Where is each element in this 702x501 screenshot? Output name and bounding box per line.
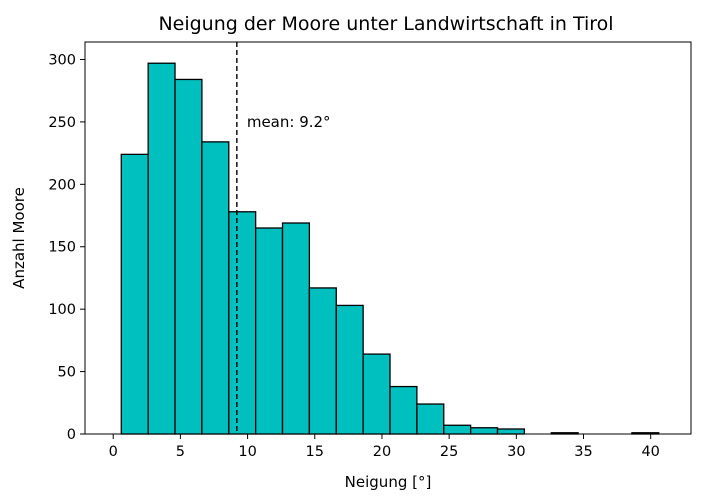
histogram-bar bbox=[362, 353, 391, 435]
histogram-bar bbox=[389, 385, 418, 435]
y-tick-label: 100 bbox=[48, 302, 76, 318]
y-tick-label: 150 bbox=[48, 240, 76, 256]
x-axis-label: Neigung [°] bbox=[345, 473, 432, 491]
mean-line-group: mean: 9.2° bbox=[236, 42, 331, 434]
y-axis-label: Anzahl Moore bbox=[10, 187, 28, 289]
x-axis-ticks: 0 5 10 15 20 25 30 35 40 bbox=[109, 434, 660, 460]
histogram-bar bbox=[443, 424, 472, 435]
bars-group bbox=[120, 62, 660, 435]
histogram-bar bbox=[174, 78, 203, 435]
histogram-bar bbox=[416, 403, 445, 435]
x-tick-label: 35 bbox=[574, 444, 592, 460]
histogram-bar bbox=[281, 222, 311, 435]
histogram-bar bbox=[496, 428, 526, 435]
histogram-bar bbox=[335, 304, 364, 435]
x-tick-label: 25 bbox=[440, 444, 458, 460]
histogram-bar bbox=[201, 141, 230, 435]
histogram-bar bbox=[228, 211, 257, 435]
y-axis-ticks: 0 50 100 150 200 250 300 bbox=[48, 52, 85, 443]
y-tick-label: 300 bbox=[48, 52, 76, 68]
x-tick-label: 10 bbox=[238, 444, 256, 460]
plot-frame bbox=[84, 41, 692, 435]
x-tick-label: 20 bbox=[373, 444, 391, 460]
histogram-bar bbox=[308, 287, 337, 435]
histogram-bar bbox=[469, 427, 499, 435]
histogram-bar bbox=[147, 62, 176, 435]
mean-annotation: mean: 9.2° bbox=[247, 113, 331, 131]
x-tick-label: 15 bbox=[306, 444, 324, 460]
histogram-bar bbox=[120, 153, 149, 435]
y-tick-label: 250 bbox=[48, 115, 76, 131]
y-tick-label: 50 bbox=[58, 365, 76, 381]
chart-title: Neigung der Moore unter Landwirtschaft i… bbox=[158, 13, 613, 35]
x-tick-label: 30 bbox=[507, 444, 525, 460]
x-tick-label: 40 bbox=[641, 444, 659, 460]
x-tick-label: 0 bbox=[109, 444, 118, 460]
y-tick-label: 200 bbox=[48, 177, 76, 193]
y-tick-label: 0 bbox=[67, 427, 76, 443]
histogram-bar bbox=[254, 227, 284, 435]
x-tick-label: 5 bbox=[176, 444, 185, 460]
